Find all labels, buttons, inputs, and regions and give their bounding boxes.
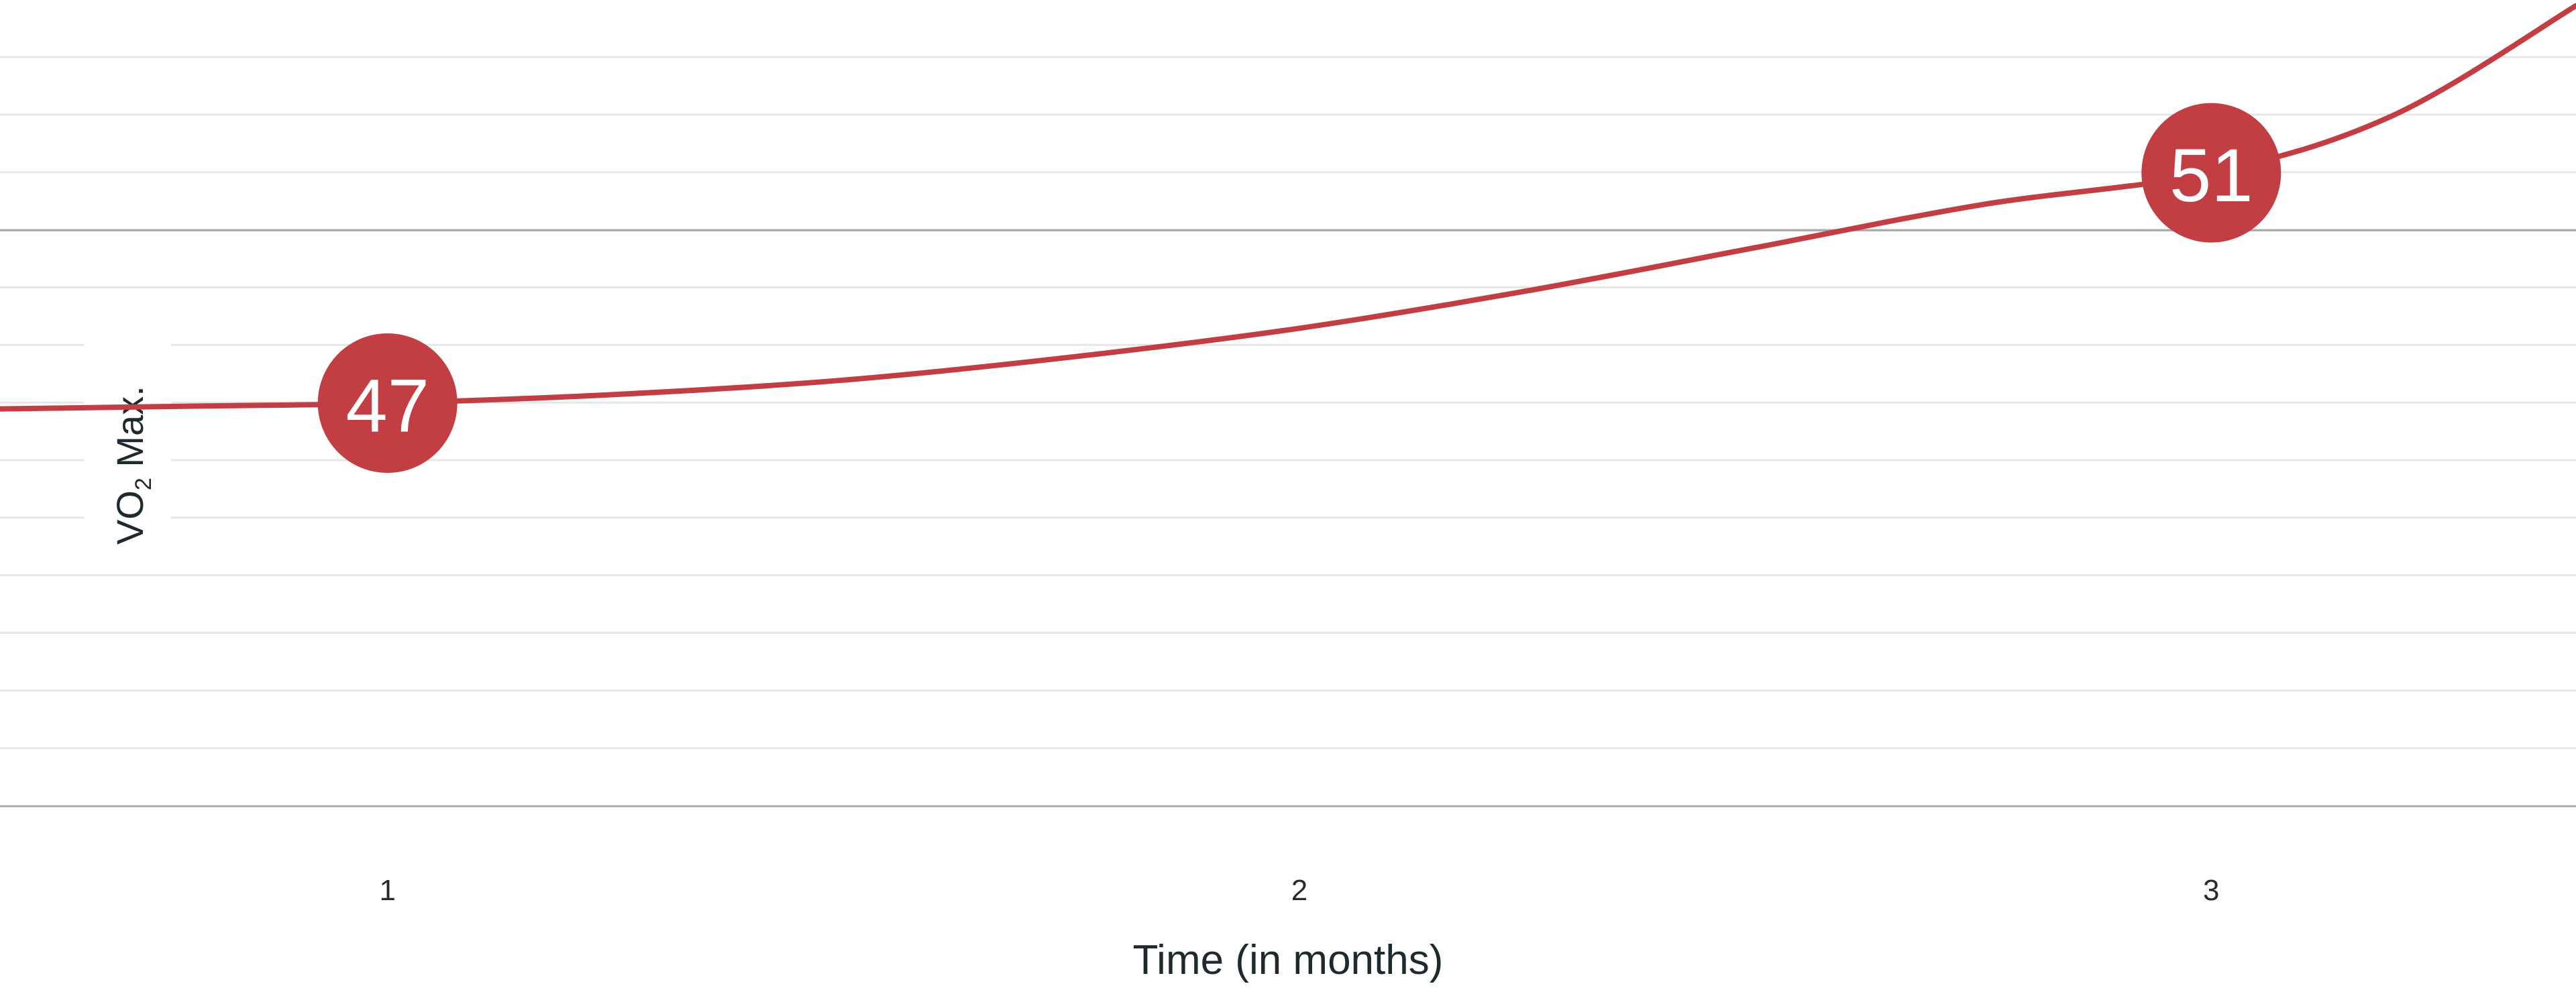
grid-layer — [0, 56, 2576, 808]
value-marker-label: 47 — [345, 364, 429, 448]
y-axis-title-rest: Max. — [109, 386, 151, 478]
value-marker-label: 51 — [2169, 133, 2253, 217]
value-marker-circle — [2141, 103, 2282, 243]
value-marker-circle — [317, 333, 458, 473]
y-axis-title-subscript: 2 — [131, 478, 156, 490]
marker-layer: 47 51 — [317, 103, 2282, 473]
y-axis-label-background — [84, 335, 171, 550]
x-tick-label: 1 — [379, 874, 395, 907]
x-tick-label: 3 — [2203, 874, 2219, 907]
value-marker: 47 — [317, 333, 458, 473]
y-axis-title-main: VO — [109, 490, 151, 545]
value-marker: 51 — [2141, 103, 2282, 243]
x-tick-label: 2 — [1291, 874, 1307, 907]
y-axis-title: VO2 Max. — [109, 386, 156, 545]
x-tick-labels: 1 2 3 — [379, 874, 2219, 907]
x-axis-title: Time (in months) — [1133, 937, 1444, 983]
y-axis-label-group: VO2 Max. — [84, 335, 171, 550]
